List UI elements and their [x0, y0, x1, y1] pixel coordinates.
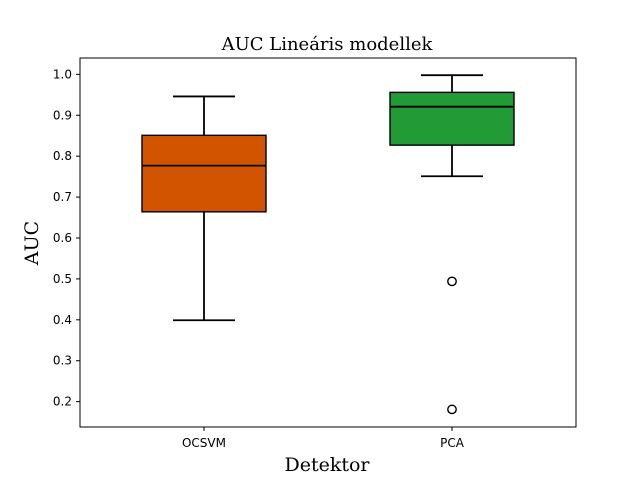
plot-frame — [79, 57, 577, 428]
x-axis-label: Detektor — [284, 454, 370, 476]
y-tick-label: 0.5 — [53, 272, 72, 286]
y-tick-label: 0.4 — [53, 313, 72, 327]
x-tick-label: PCA — [440, 436, 465, 450]
y-tick-label: 0.8 — [53, 149, 72, 163]
chart-title: AUC Lineáris modellek — [221, 34, 434, 55]
y-tick-label: 0.7 — [53, 190, 72, 204]
y-axis-label: AUC — [21, 221, 43, 266]
y-tick-label: 0.2 — [53, 395, 72, 409]
outlier-point — [447, 404, 457, 415]
outlier-point — [447, 276, 457, 287]
y-tick-label: 0.3 — [53, 354, 72, 368]
plot-area: 0.2 0.3 0.4 0.5 0.6 0.7 0.8 0.9 1.0 OCSVM PCA — [53, 57, 577, 450]
y-tick-label: 1.0 — [53, 67, 72, 81]
box-ocsvm — [141, 134, 267, 213]
box-pca — [389, 91, 515, 146]
y-tick-label: 0.9 — [53, 108, 72, 122]
x-tick-label: OCSVM — [182, 436, 226, 450]
y-tick-label: 0.6 — [53, 231, 72, 245]
